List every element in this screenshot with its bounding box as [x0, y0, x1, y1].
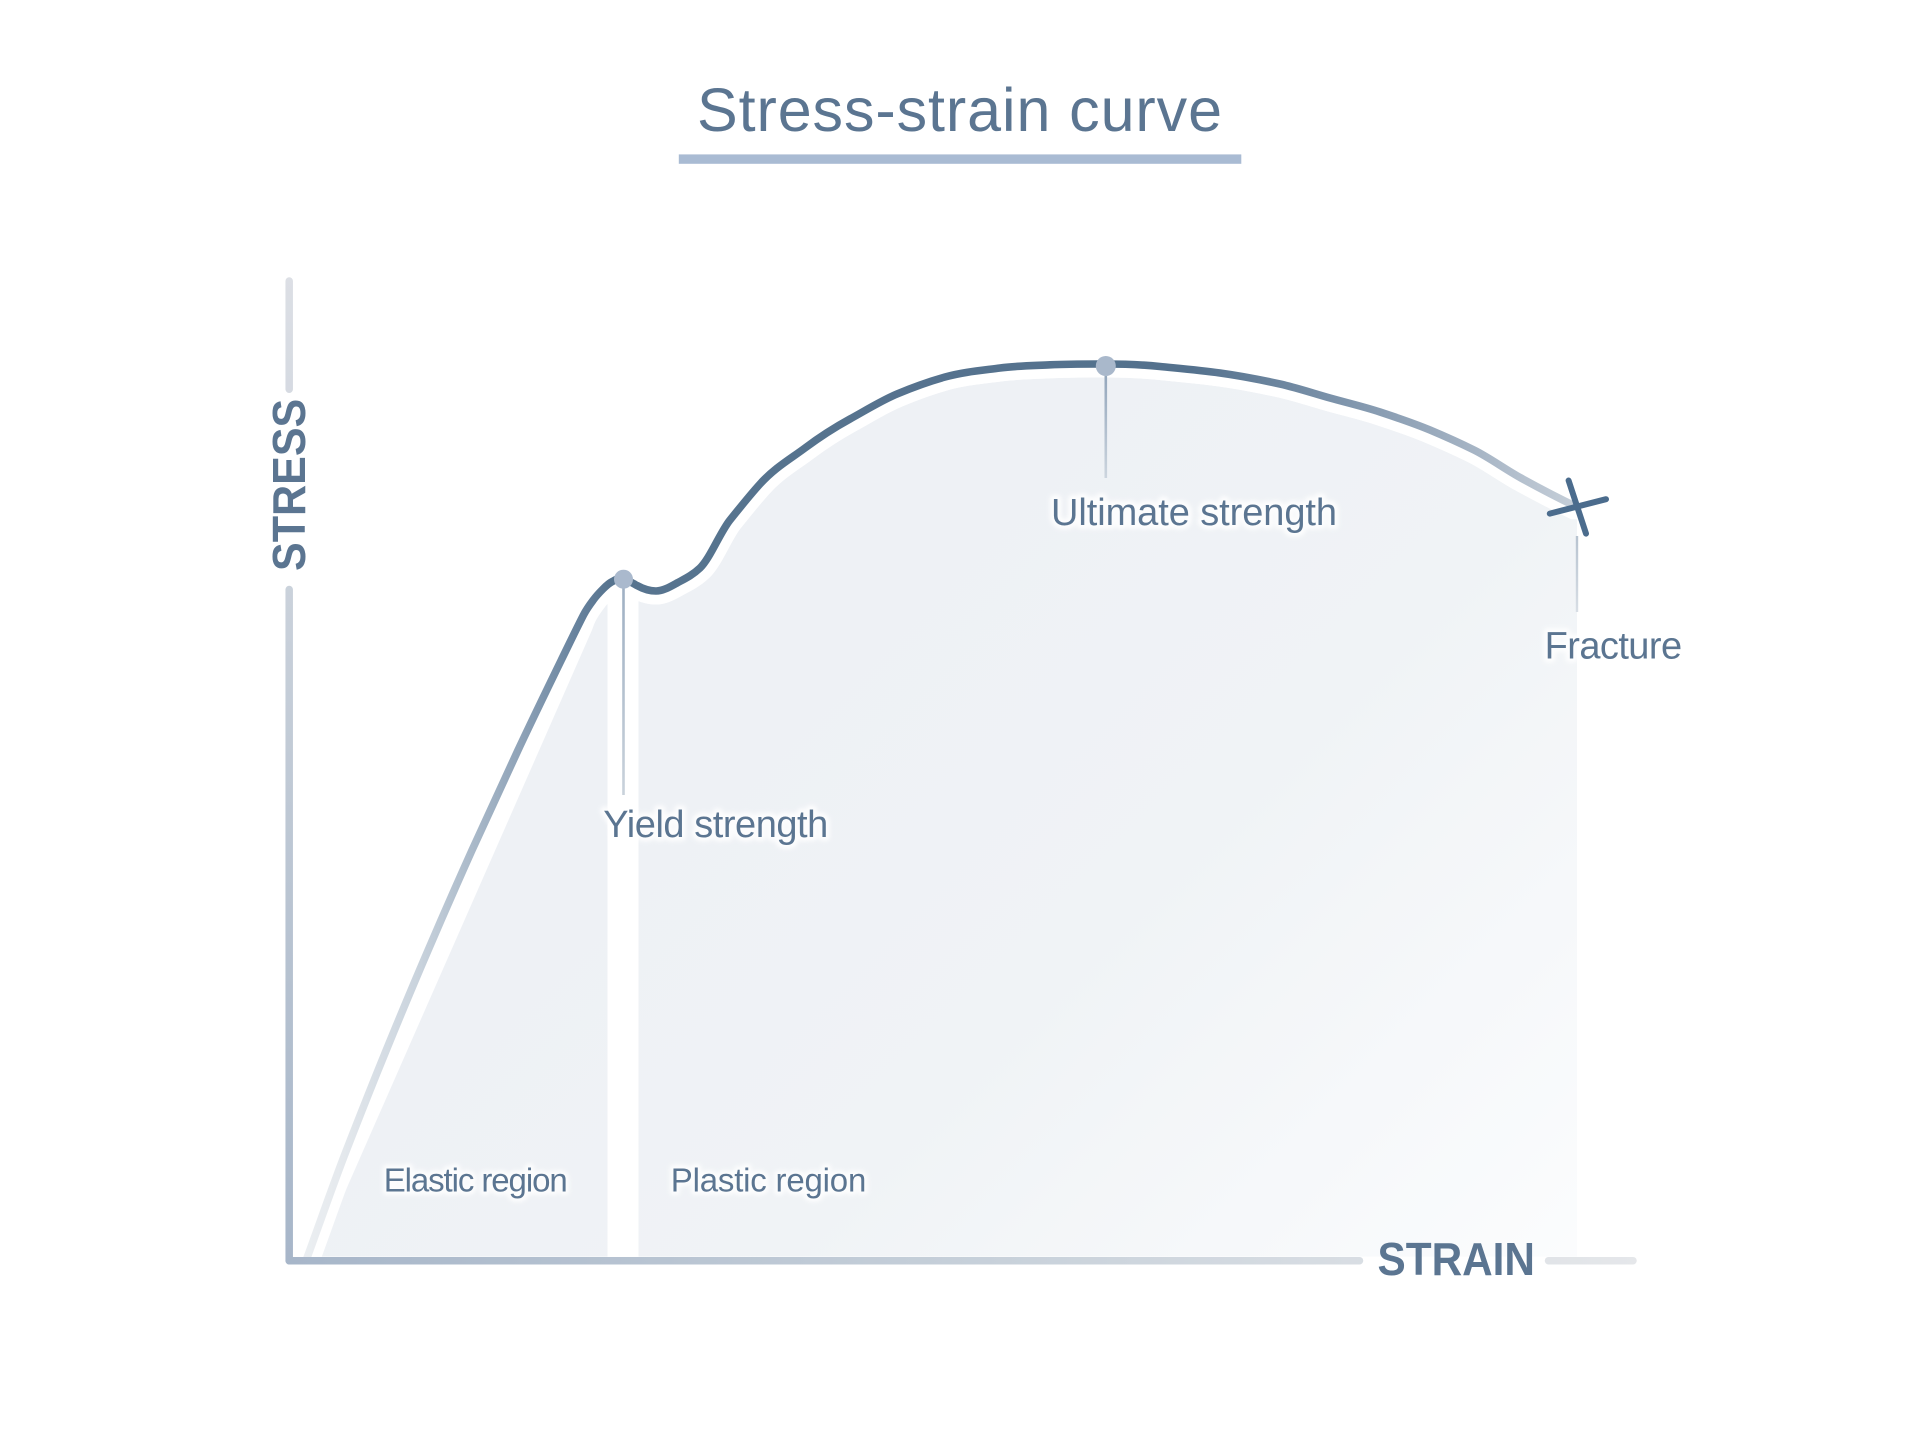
svg-text:Fracture: Fracture: [1545, 626, 1683, 668]
svg-text:Elastic region: Elastic region: [384, 1161, 568, 1198]
svg-text:Stress-strain curve: Stress-strain curve: [697, 76, 1222, 144]
svg-text:STRESS: STRESS: [265, 399, 316, 571]
svg-text:Yield strength: Yield strength: [603, 804, 828, 846]
svg-text:Ultimate strength: Ultimate strength: [1051, 492, 1337, 534]
svg-text:Plastic region: Plastic region: [671, 1162, 867, 1199]
svg-text:Plastic region: Plastic region: [671, 1162, 867, 1199]
svg-text:Ultimate strength: Ultimate strength: [1051, 492, 1337, 534]
svg-text:Elastic region: Elastic region: [384, 1161, 568, 1198]
svg-text:Fracture: Fracture: [1545, 626, 1683, 668]
svg-text:Yield strength: Yield strength: [603, 804, 828, 846]
svg-text:STRAIN: STRAIN: [1378, 1234, 1535, 1285]
